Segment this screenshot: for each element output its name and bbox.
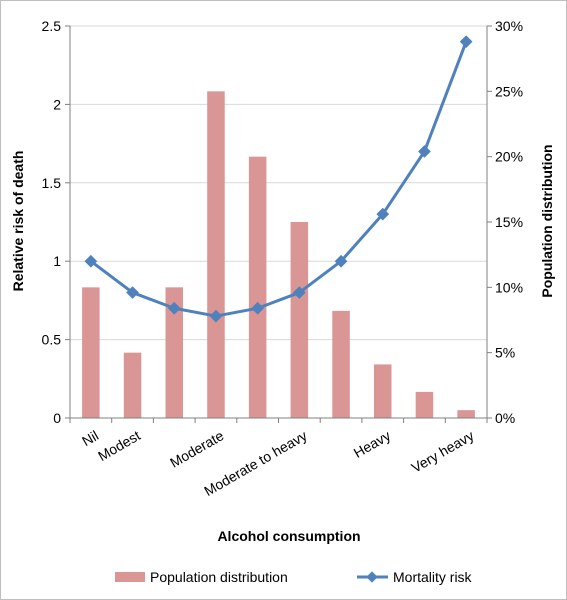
population-bar [249, 157, 267, 418]
legend: Population distribution Mortality risk [115, 569, 473, 585]
x-tick-label: Nil [79, 427, 101, 449]
mortality-point [460, 35, 473, 48]
x-tick-label: Heavy [351, 427, 393, 461]
y-left-tick-label: 2.5 [42, 18, 62, 34]
y-right-tick-label: 0% [495, 410, 515, 426]
y-right-tick-label: 20% [495, 149, 523, 165]
population-bars [82, 91, 475, 418]
x-tick-label: Very heavy [409, 427, 477, 475]
population-bar [457, 410, 475, 418]
population-bar [374, 364, 392, 418]
y-right-tick-label: 30% [495, 18, 523, 34]
population-bar [416, 392, 434, 418]
y-axis-left-title: Relative risk of death [10, 151, 26, 292]
x-tick-label: Modest [95, 427, 143, 464]
tick-labels: 0 0.5 1 1.5 2 2.5 0% 5% 10% 15% 20% 25% 30% NilModest… [42, 18, 524, 499]
population-bar [291, 222, 309, 418]
population-bar [82, 287, 100, 418]
legend-label-population: Population distribution [150, 569, 288, 585]
y-right-tick-label: 10% [495, 279, 523, 295]
y-left-tick-label: 0.5 [42, 332, 62, 348]
y-left-tick-label: 1 [53, 253, 61, 269]
y-right-tick-label: 25% [495, 83, 523, 99]
legend-swatch-mortality-marker [366, 571, 377, 582]
y-right-tick-label: 15% [495, 214, 523, 230]
legend-label-mortality: Mortality risk [393, 569, 473, 585]
population-bar [124, 353, 142, 418]
population-bar [332, 311, 350, 418]
mortality-line-path [91, 42, 466, 316]
y-right-tick-label: 5% [495, 345, 515, 361]
y-left-tick-label: 1.5 [42, 175, 62, 191]
legend-swatch-population [115, 572, 145, 582]
mortality-line [84, 35, 472, 322]
x-tick-label: Moderate [167, 427, 226, 471]
x-axis-title: Alcohol consumption [217, 528, 360, 544]
population-bar [207, 91, 225, 418]
y-axis-right-title: Population distribution [539, 144, 555, 297]
y-left-tick-label: 0 [53, 410, 61, 426]
y-left-tick-label: 2 [53, 96, 61, 112]
